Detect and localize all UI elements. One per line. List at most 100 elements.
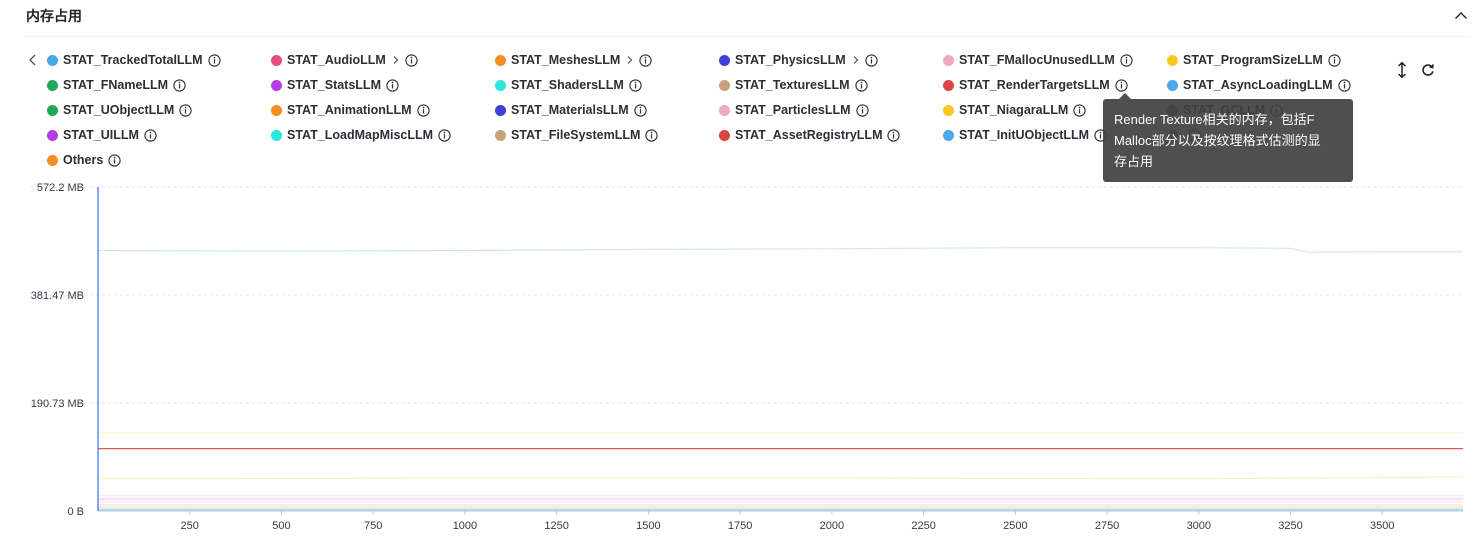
legend-color-dot: [495, 79, 506, 91]
panel-header: 内存占用: [26, 6, 1471, 26]
legend-color-dot: [271, 129, 282, 141]
legend-color-dot: [271, 104, 282, 116]
legend-label: STAT_AsyncLoadingLLM: [1183, 78, 1333, 92]
y-tick-label: 572.2 MB: [37, 182, 84, 194]
legend-item[interactable]: STAT_TrackedTotalLLM: [47, 50, 221, 70]
x-tick-label: 1500: [636, 520, 660, 532]
info-circle-icon[interactable]: [855, 103, 869, 117]
x-tick-label: 2500: [1003, 520, 1027, 532]
legend-label: STAT_TexturesLLM: [735, 78, 850, 92]
info-circle-icon[interactable]: [639, 53, 652, 67]
info-circle-icon[interactable]: [405, 53, 418, 67]
series-line[interactable]: [97, 476, 1464, 480]
legend-item[interactable]: STAT_FMallocUnusedLLM: [943, 50, 1133, 70]
x-tick-label: 750: [364, 520, 382, 532]
info-circle-icon[interactable]: [865, 53, 878, 67]
info-circle-icon[interactable]: [1337, 78, 1351, 92]
legend-item[interactable]: STAT_AudioLLM: [271, 50, 418, 70]
info-circle-icon[interactable]: [1328, 53, 1341, 67]
legend-color-dot: [1167, 54, 1178, 66]
plot-area[interactable]: 0 B 190.73 MB 381.47 MB 572.2 MB 250 500 750 10…: [0, 180, 1483, 540]
sort-vertical-icon[interactable]: [1393, 60, 1411, 80]
refresh-icon[interactable]: [1419, 60, 1437, 80]
legend-item[interactable]: STAT_UObjectLLM: [47, 100, 192, 120]
legend-color-dot: [943, 129, 954, 141]
legend-color-dot: [943, 54, 954, 66]
legend-label: STAT_StatsLLM: [287, 78, 381, 92]
legend-item[interactable]: STAT_MeshesLLM: [495, 50, 652, 70]
legend-label: STAT_TrackedTotalLLM: [63, 53, 203, 67]
legend-item[interactable]: STAT_AssetRegistryLLM: [719, 125, 901, 145]
chevron-up-icon[interactable]: [1451, 6, 1471, 26]
x-tick-label: 2750: [1095, 520, 1119, 532]
legend-item[interactable]: STAT_InitUObjectLLM: [943, 125, 1107, 145]
info-circle-icon[interactable]: [633, 103, 647, 117]
info-circle-icon[interactable]: [179, 103, 192, 117]
legend-color-dot: [47, 104, 58, 116]
info-circle-icon[interactable]: [173, 78, 186, 92]
tooltip-line: 存占用: [1114, 154, 1154, 169]
legend-item[interactable]: STAT_ProgramSizeLLM: [1167, 50, 1341, 70]
legend-color-dot: [495, 54, 506, 66]
legend-label: STAT_ShadersLLM: [511, 78, 624, 92]
x-tick-label: 500: [272, 520, 290, 532]
legend-item[interactable]: STAT_MaterialsLLM: [495, 100, 647, 120]
legend-item[interactable]: STAT_PhysicsLLM: [719, 50, 878, 70]
y-tick-label: 381.47 MB: [31, 290, 84, 302]
info-circle-icon[interactable]: [207, 53, 221, 67]
panel-title: 内存占用: [26, 8, 82, 24]
info-circle-icon[interactable]: [108, 153, 121, 167]
legend-item[interactable]: STAT_AsyncLoadingLLM: [1167, 75, 1351, 95]
info-circle-icon[interactable]: [438, 128, 451, 142]
info-circle-icon[interactable]: [1120, 53, 1133, 67]
info-circle-icon[interactable]: [1115, 78, 1128, 92]
legend-item[interactable]: STAT_ShadersLLM: [495, 75, 642, 95]
legend-item[interactable]: STAT_UILLM: [47, 125, 157, 145]
legend-item[interactable]: STAT_FNameLLM: [47, 75, 186, 95]
info-circle-icon[interactable]: [887, 128, 901, 142]
legend-item[interactable]: STAT_NiagaraLLM: [943, 100, 1086, 120]
info-circle-icon[interactable]: [854, 78, 868, 92]
legend-info-tooltip: Render Texture相关的内存，包括F Malloc部分以及按纹理格式估…: [1103, 99, 1353, 182]
legend-label: STAT_ParticlesLLM: [735, 103, 851, 117]
info-circle-icon[interactable]: [1073, 103, 1086, 117]
legend-item[interactable]: Others: [47, 150, 121, 170]
legend-label: STAT_AudioLLM: [287, 53, 386, 67]
legend-item[interactable]: STAT_RenderTargetsLLM: [943, 75, 1128, 95]
legend-label: STAT_ProgramSizeLLM: [1183, 53, 1323, 67]
legend-item[interactable]: STAT_LoadMapMiscLLM: [271, 125, 451, 145]
x-tick-label: 3500: [1370, 520, 1394, 532]
tooltip-arrow: [1119, 93, 1131, 99]
chevron-right-icon[interactable]: [392, 55, 400, 65]
legend-item[interactable]: STAT_ParticlesLLM: [719, 100, 869, 120]
info-circle-icon[interactable]: [386, 78, 399, 92]
legend-label: Others: [63, 153, 104, 167]
chevron-right-icon[interactable]: [852, 55, 860, 65]
legend-color-dot: [271, 79, 282, 91]
legend-color-dot: [495, 104, 506, 116]
chevron-right-icon[interactable]: [626, 55, 634, 65]
x-tick-label: 3250: [1278, 520, 1302, 532]
legend-label: STAT_AnimationLLM: [287, 103, 412, 117]
info-circle-icon[interactable]: [645, 128, 659, 142]
legend-item[interactable]: STAT_TexturesLLM: [719, 75, 868, 95]
legend-color-dot: [719, 129, 730, 141]
legend-item[interactable]: STAT_StatsLLM: [271, 75, 399, 95]
info-circle-icon[interactable]: [144, 128, 157, 142]
legend-item[interactable]: STAT_FileSystemLLM: [495, 125, 659, 145]
info-circle-icon[interactable]: [416, 103, 430, 117]
legend-label: STAT_FMallocUnusedLLM: [959, 53, 1115, 67]
legend-label: STAT_MaterialsLLM: [511, 103, 629, 117]
legend-color-dot: [943, 79, 954, 91]
x-tick-label: 2250: [911, 520, 935, 532]
legend-color-dot: [47, 54, 58, 66]
info-circle-icon[interactable]: [629, 78, 642, 92]
chevron-left-icon[interactable]: [25, 51, 41, 69]
x-tick-label: 2000: [820, 520, 844, 532]
legend-color-dot: [271, 54, 282, 66]
legend-color-dot: [719, 104, 730, 116]
series-line[interactable]: [97, 247, 1463, 253]
tooltip-line: Render Texture相关的内存，包括F: [1114, 112, 1315, 127]
legend-item[interactable]: STAT_AnimationLLM: [271, 100, 430, 120]
chart-toolbar: [1393, 60, 1437, 80]
